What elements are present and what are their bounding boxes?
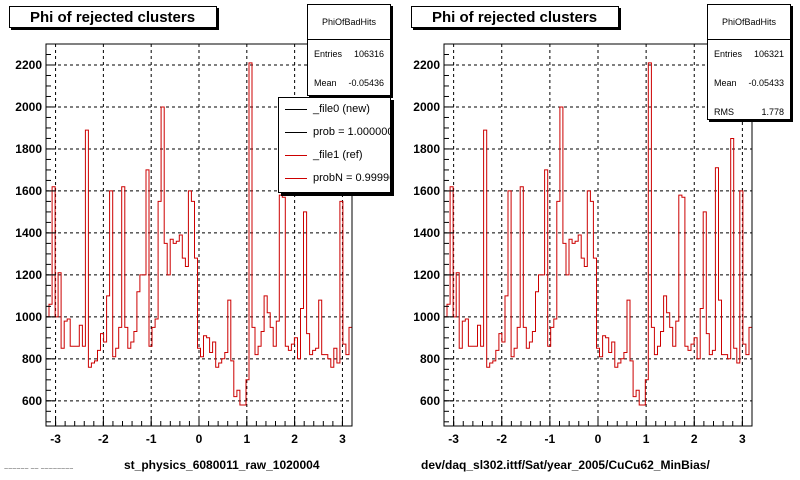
- legend-entry: _file1 (ref): [279, 144, 390, 167]
- histogram-series: [444, 62, 752, 406]
- x-tick-label: -3: [448, 432, 459, 446]
- legend-label: probN = 0.999966: [313, 172, 390, 184]
- panel-2-stats-rms-row: RMS 1.778: [708, 98, 790, 127]
- panel-1-mean-value: -0.05436: [348, 78, 384, 88]
- panel-2-x-title: dev/daq_sl302.ittf/Sat/year_2005/CuCu62_…: [421, 458, 710, 472]
- panel-2-mean-value: -0.05433: [748, 78, 784, 88]
- legend-line-marker: [285, 132, 307, 133]
- legend-label: prob = 1.000000: [313, 126, 391, 138]
- panel-1-entries-value: 106316: [353, 49, 384, 59]
- panel-1-entries-label: Entries: [314, 49, 343, 59]
- x-tick-label: 3: [739, 432, 746, 446]
- y-tick-label: 600: [420, 394, 440, 408]
- legend-label: _file1 (ref): [313, 149, 363, 161]
- y-tick-label: 1800: [15, 142, 42, 156]
- panel-2-title-text: Phi of rejected clusters: [432, 9, 598, 26]
- panel-1-stats-mean-row: Mean -0.05436: [308, 69, 390, 98]
- y-tick-label: 1600: [413, 184, 440, 198]
- y-tick-label: 1400: [413, 226, 440, 240]
- x-tick-label: 1: [643, 432, 650, 446]
- x-tick-label: -1: [146, 432, 157, 446]
- footer-text: ~~~~~~ ~~ ~~~~~~~~: [4, 466, 74, 473]
- x-tick-label: -3: [50, 432, 61, 446]
- x-tick-label: 1: [243, 432, 250, 446]
- y-tick-label: 1000: [15, 310, 42, 324]
- panel-1-title: Phi of rejected clusters: [9, 6, 217, 28]
- y-tick-label: 1200: [15, 268, 42, 282]
- panel-2-title: Phi of rejected clusters: [411, 6, 619, 28]
- panel-2-mean-label: Mean: [714, 78, 737, 88]
- legend-line-marker: [285, 155, 307, 156]
- y-tick-label: 1400: [15, 226, 42, 240]
- x-tick-label: -2: [98, 432, 109, 446]
- legend-line-marker: [285, 109, 307, 110]
- histogram-series: [46, 62, 352, 406]
- y-tick-label: 600: [22, 394, 42, 408]
- x-tick-label: -1: [545, 432, 556, 446]
- y-tick-label: 1600: [15, 184, 42, 198]
- x-tick-label: 3: [339, 432, 346, 446]
- legend-entry: _file0 (new): [279, 98, 390, 121]
- y-tick-label: 2000: [413, 100, 440, 114]
- panel-1-stats-entries-row: Entries 106316: [308, 40, 390, 69]
- panel-2-plot: -3 -2 -1 0 1 2 3 600 800 1000 1200 1400 1600 1800 2000…: [413, 43, 753, 446]
- y-tick-label: 2200: [15, 58, 42, 72]
- panel-1-x-title: st_physics_6080011_raw_1020004: [124, 458, 320, 472]
- panel-1-mean-label: Mean: [314, 78, 337, 88]
- legend-line-marker: [285, 178, 307, 179]
- panel-1-stats-name: PhiOfBadHits: [308, 5, 390, 40]
- panel-2-entries-label: Entries: [714, 49, 743, 59]
- legend-label: _file0 (new): [313, 103, 370, 115]
- y-tick-label: 1000: [413, 310, 440, 324]
- panel-2-rms-label: RMS: [714, 107, 734, 117]
- y-tick-label: 800: [420, 352, 440, 366]
- x-tick-label: 2: [291, 432, 298, 446]
- legend-box: _file0 (new) prob = 1.000000 _file1 (ref…: [278, 97, 391, 193]
- panel-2-stats-mean-row: Mean -0.05433: [708, 69, 790, 98]
- legend-entry: prob = 1.000000: [279, 121, 390, 144]
- panel-2-stats-box: PhiOfBadHits Entries 106321 Mean -0.0543…: [707, 4, 791, 120]
- y-tick-label: 1800: [413, 142, 440, 156]
- x-tick-label: 0: [595, 432, 602, 446]
- y-tick-label: 800: [22, 352, 42, 366]
- y-tick-label: 2000: [15, 100, 42, 114]
- panel-2-rms-value: 1.778: [761, 107, 784, 117]
- panel-1-title-text: Phi of rejected clusters: [30, 9, 196, 26]
- x-tick-label: -2: [496, 432, 507, 446]
- x-tick-label: 0: [196, 432, 203, 446]
- panel-2-entries-value: 106321: [753, 49, 784, 59]
- y-tick-label: 1200: [413, 268, 440, 282]
- panel-2-stats-name: PhiOfBadHits: [708, 5, 790, 40]
- legend-entry: probN = 0.999966: [279, 167, 390, 190]
- panel-1-stats-box: PhiOfBadHits Entries 106316 Mean -0.0543…: [307, 4, 391, 96]
- y-tick-label: 2200: [413, 58, 440, 72]
- x-tick-label: 2: [691, 432, 698, 446]
- panel-2-stats-entries-row: Entries 106321: [708, 40, 790, 69]
